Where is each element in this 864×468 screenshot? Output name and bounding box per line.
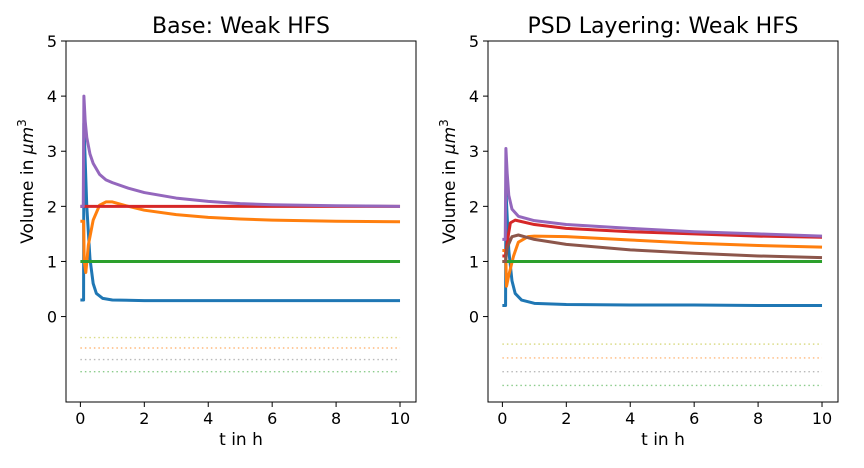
y-axis-label: Volume in μm3 — [437, 119, 460, 244]
chart-panel-1: 0 2 4 6 8 10 0 1 2 3 4 5 Base: Weak HFS t in h Volume … — [15, 14, 417, 450]
x-tick-label: 8 — [753, 409, 763, 428]
y-tick-label: 1 — [47, 252, 57, 271]
x-tick-label: 10 — [812, 409, 832, 428]
x-tick-label: 6 — [689, 409, 699, 428]
y-tick-label: 2 — [469, 197, 479, 216]
series-line-6 — [502, 233, 823, 263]
x-tick-label: 8 — [331, 409, 341, 428]
y-tick-label: 2 — [47, 197, 57, 216]
x-tick-label: 6 — [267, 409, 277, 428]
x-tick-label: 2 — [561, 409, 571, 428]
chart-title: PSD Layering: Weak HFS — [528, 14, 799, 39]
y-tick-label: 4 — [469, 87, 479, 106]
x-axis-label: t in h — [219, 430, 263, 450]
plot-frame — [487, 40, 839, 403]
y-tick-label: 3 — [47, 142, 57, 161]
y-tick-label: 0 — [47, 308, 57, 327]
x-tick-label: 4 — [625, 409, 635, 428]
series-line-1 — [502, 188, 823, 308]
y-tick-label: 3 — [469, 142, 479, 161]
plot-frame — [65, 40, 417, 403]
x-axis-label: t in h — [641, 430, 685, 450]
y-tick-label: 0 — [469, 308, 479, 327]
x-tick-label: 4 — [203, 409, 213, 428]
x-tick-label: 2 — [139, 409, 149, 428]
y-tick-label: 1 — [469, 252, 479, 271]
chart-panel-2: 0 2 4 6 8 10 0 1 2 3 4 5 PSD Layering: Weak HFS t in … — [437, 14, 839, 450]
series-line-5 — [502, 146, 823, 241]
y-axis-label: Volume in μm3 — [15, 119, 38, 244]
series-line-2 — [80, 200, 401, 274]
y-tick-label: 4 — [47, 87, 57, 106]
x-tick-label: 0 — [75, 409, 85, 428]
y-tick-label: 5 — [47, 32, 57, 51]
series-line-5 — [80, 94, 401, 208]
y-tick-label: 5 — [469, 32, 479, 51]
x-tick-label: 0 — [497, 409, 507, 428]
x-tick-label: 10 — [390, 409, 410, 428]
series-line-1 — [80, 122, 401, 303]
chart-title: Base: Weak HFS — [152, 14, 330, 39]
